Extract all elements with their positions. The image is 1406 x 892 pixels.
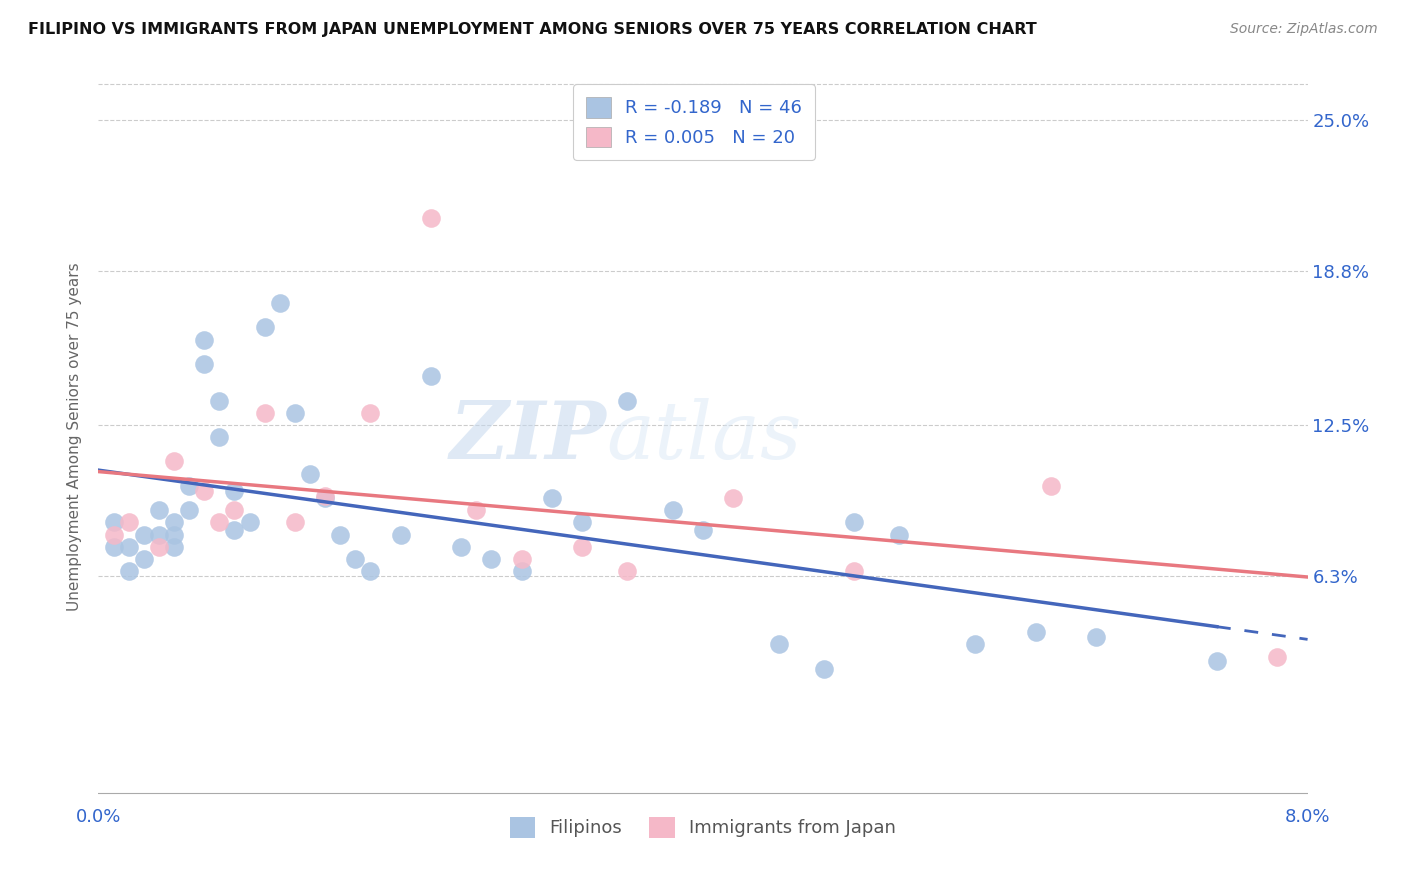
Point [360, 406, 382, 420]
Point [420, 211, 443, 225]
Point [420, 369, 443, 384]
Point [118, 564, 141, 578]
Point [844, 516, 866, 530]
Point [1039, 479, 1062, 493]
Point [193, 483, 215, 498]
Point [844, 564, 866, 578]
Point [1267, 649, 1289, 664]
Point [163, 454, 186, 468]
Point [571, 540, 593, 554]
Point [389, 527, 412, 541]
Point [208, 516, 231, 530]
Point [510, 564, 533, 578]
Point [103, 527, 125, 541]
Point [299, 467, 322, 481]
Point [616, 393, 638, 408]
Point [208, 393, 231, 408]
Text: ZIP: ZIP [450, 399, 606, 475]
Point [163, 516, 186, 530]
Point [465, 503, 488, 517]
Point [253, 406, 276, 420]
Point [1085, 630, 1108, 644]
Point [148, 527, 170, 541]
Point [132, 527, 155, 541]
Point [314, 489, 336, 503]
Point [813, 662, 835, 676]
Point [314, 491, 336, 505]
Y-axis label: Unemployment Among Seniors over 75 years: Unemployment Among Seniors over 75 years [67, 263, 83, 611]
Text: Source: ZipAtlas.com: Source: ZipAtlas.com [1230, 22, 1378, 37]
Point [284, 406, 307, 420]
Point [360, 564, 382, 578]
Point [723, 491, 745, 505]
Point [329, 527, 352, 541]
Point [540, 491, 562, 505]
Point [224, 483, 246, 498]
Point [208, 430, 231, 444]
Point [103, 516, 125, 530]
Point [103, 540, 125, 554]
Point [616, 564, 638, 578]
Point [224, 523, 246, 537]
Legend: Filipinos, Immigrants from Japan: Filipinos, Immigrants from Japan [503, 810, 903, 845]
Point [450, 540, 472, 554]
Point [193, 333, 215, 347]
Text: atlas: atlas [606, 399, 801, 475]
Point [510, 552, 533, 566]
Point [344, 552, 367, 566]
Point [193, 357, 215, 371]
Point [118, 516, 141, 530]
Point [1025, 625, 1047, 640]
Point [239, 516, 262, 530]
Point [179, 503, 201, 517]
Point [889, 527, 911, 541]
Point [269, 296, 291, 310]
Point [481, 552, 503, 566]
Point [253, 320, 276, 334]
Point [965, 637, 987, 651]
Point [163, 527, 186, 541]
Point [768, 637, 790, 651]
Point [284, 516, 307, 530]
Point [692, 523, 714, 537]
Point [661, 503, 683, 517]
Point [224, 503, 246, 517]
Text: FILIPINO VS IMMIGRANTS FROM JAPAN UNEMPLOYMENT AMONG SENIORS OVER 75 YEARS CORRE: FILIPINO VS IMMIGRANTS FROM JAPAN UNEMPL… [28, 22, 1036, 37]
Point [1206, 654, 1229, 668]
Point [118, 540, 141, 554]
Point [148, 503, 170, 517]
Point [571, 516, 593, 530]
Point [132, 552, 155, 566]
Point [163, 540, 186, 554]
Point [179, 479, 201, 493]
Point [148, 540, 170, 554]
